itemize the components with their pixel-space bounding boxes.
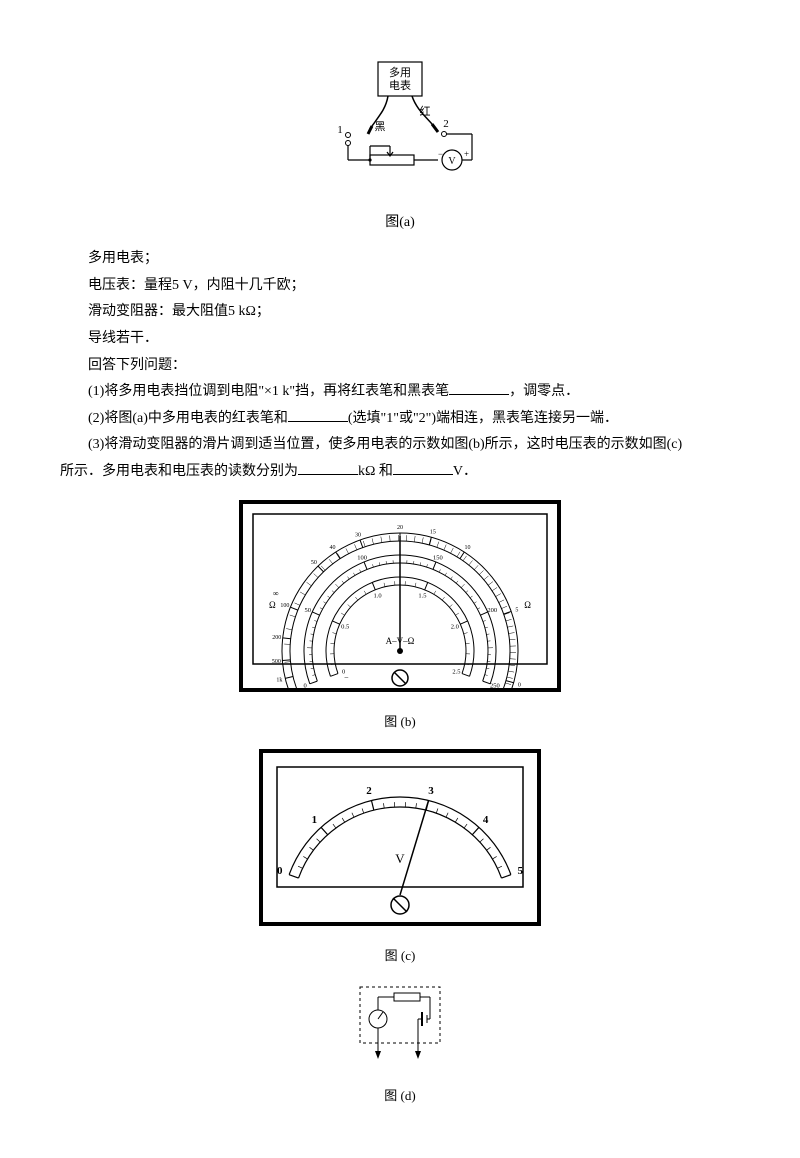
question-3-line2: 所示．多用电表和电压表的读数分别为 kΩ 和 V． xyxy=(60,459,740,486)
svg-text:黑: 黑 xyxy=(375,120,386,133)
svg-text:2: 2 xyxy=(443,118,449,130)
figure-b-container: 1k50020010050403020151050050100150200250… xyxy=(60,496,740,735)
q3-text-b: 所示．多用电表和电压表的读数分别为 xyxy=(60,464,298,479)
figure-d-container: 图 (d) xyxy=(60,979,740,1108)
svg-text:0: 0 xyxy=(518,682,521,688)
q1-text-b: ，调零点． xyxy=(509,384,579,399)
svg-text:40: 40 xyxy=(329,545,335,551)
svg-text:15: 15 xyxy=(430,529,436,535)
instrument-voltmeter: 电压表：量程5 V，内阻十几千欧； xyxy=(60,273,740,300)
q3-text-c: kΩ 和 xyxy=(358,464,393,479)
svg-text:30: 30 xyxy=(355,532,361,538)
svg-text:0: 0 xyxy=(303,682,306,689)
q2-text-a: (2)将图(a)中多用电表的红表笔和 xyxy=(88,411,288,426)
q1-text-a: (1)将多用电表挡位调到电阻"×1 k"挡，再将红表笔和黑表笔 xyxy=(88,384,449,399)
q2-text-b: (选填"1"或"2")端相连，黑表笔连接另一端． xyxy=(348,411,618,426)
svg-text:1.5: 1.5 xyxy=(418,592,426,599)
svg-text:5: 5 xyxy=(518,865,524,877)
figure-c-container: 0 1 2 3 4 5 V 图 (c) xyxy=(60,745,740,969)
figure-d-internal xyxy=(350,979,450,1069)
svg-text:100: 100 xyxy=(357,554,367,561)
q1-blank xyxy=(449,380,509,395)
svg-text:1k: 1k xyxy=(276,677,282,683)
q3-blank-1 xyxy=(298,460,358,475)
svg-text:1: 1 xyxy=(312,814,318,826)
instrument-rheostat: 滑动变阻器：最大阻值5 kΩ； xyxy=(60,299,740,326)
figure-c-voltmeter: 0 1 2 3 4 5 V xyxy=(255,745,545,930)
svg-text:Ω: Ω xyxy=(524,600,531,610)
svg-text:多用: 多用 xyxy=(389,65,411,79)
q3-text-a: (3)将滑动变阻器的滑片调到适当位置，使多用电表的示数如图(b)所示，这时电压表… xyxy=(88,437,682,452)
answer-prompt: 回答下列问题： xyxy=(60,353,740,380)
svg-text:50: 50 xyxy=(304,606,311,613)
svg-text:0: 0 xyxy=(277,865,283,877)
svg-text:5: 5 xyxy=(515,607,518,613)
svg-text:200: 200 xyxy=(487,606,497,613)
svg-text:1.0: 1.0 xyxy=(373,592,381,599)
svg-text:3: 3 xyxy=(428,785,434,797)
svg-text:Ω: Ω xyxy=(269,600,276,610)
svg-text:V: V xyxy=(395,851,405,866)
q2-blank xyxy=(288,407,348,422)
svg-text:V: V xyxy=(448,156,456,167)
svg-text:500: 500 xyxy=(272,658,281,664)
svg-text:2.0: 2.0 xyxy=(451,623,459,630)
svg-text:250: 250 xyxy=(490,682,500,689)
svg-text:1: 1 xyxy=(337,124,343,136)
svg-text:红: 红 xyxy=(420,105,431,118)
svg-text:−: − xyxy=(344,672,349,681)
q3-blank-2 xyxy=(393,460,453,475)
svg-text:2: 2 xyxy=(366,785,372,797)
svg-text:2.5: 2.5 xyxy=(452,668,460,675)
figure-a-caption: 图(a) xyxy=(60,210,740,237)
svg-text:200: 200 xyxy=(272,635,281,641)
figure-a-circuit: 多用 电表 黑 红 1 2 xyxy=(310,60,490,195)
svg-text:100: 100 xyxy=(280,602,289,608)
svg-text:50: 50 xyxy=(311,559,317,565)
svg-text:0.5: 0.5 xyxy=(341,623,349,630)
figure-c-caption: 图 (c) xyxy=(60,944,740,969)
svg-text:150: 150 xyxy=(433,554,443,561)
figure-b-caption: 图 (b) xyxy=(60,710,740,735)
svg-text:电表: 电表 xyxy=(389,78,411,92)
question-3-line1: (3)将滑动变阻器的滑片调到适当位置，使多用电表的示数如图(b)所示，这时电压表… xyxy=(60,432,740,459)
figure-d-caption: 图 (d) xyxy=(60,1084,740,1109)
svg-text:+: + xyxy=(464,149,469,159)
instrument-wires: 导线若干． xyxy=(60,326,740,353)
instrument-multimeter: 多用电表； xyxy=(60,246,740,273)
svg-text:−: − xyxy=(438,149,443,159)
svg-text:∞: ∞ xyxy=(273,589,279,598)
svg-text:4: 4 xyxy=(483,814,489,826)
question-2: (2)将图(a)中多用电表的红表笔和 (选填"1"或"2")端相连，黑表笔连接另一… xyxy=(60,406,740,433)
svg-text:10: 10 xyxy=(465,545,471,551)
question-1: (1)将多用电表挡位调到电阻"×1 k"挡，再将红表笔和黑表笔 ，调零点． xyxy=(60,379,740,406)
figure-b-multimeter: 1k50020010050403020151050050100150200250… xyxy=(235,496,565,696)
svg-text:20: 20 xyxy=(397,525,403,531)
figure-a-container: 多用 电表 黑 红 1 2 xyxy=(60,60,740,236)
q3-text-d: V． xyxy=(453,464,477,479)
